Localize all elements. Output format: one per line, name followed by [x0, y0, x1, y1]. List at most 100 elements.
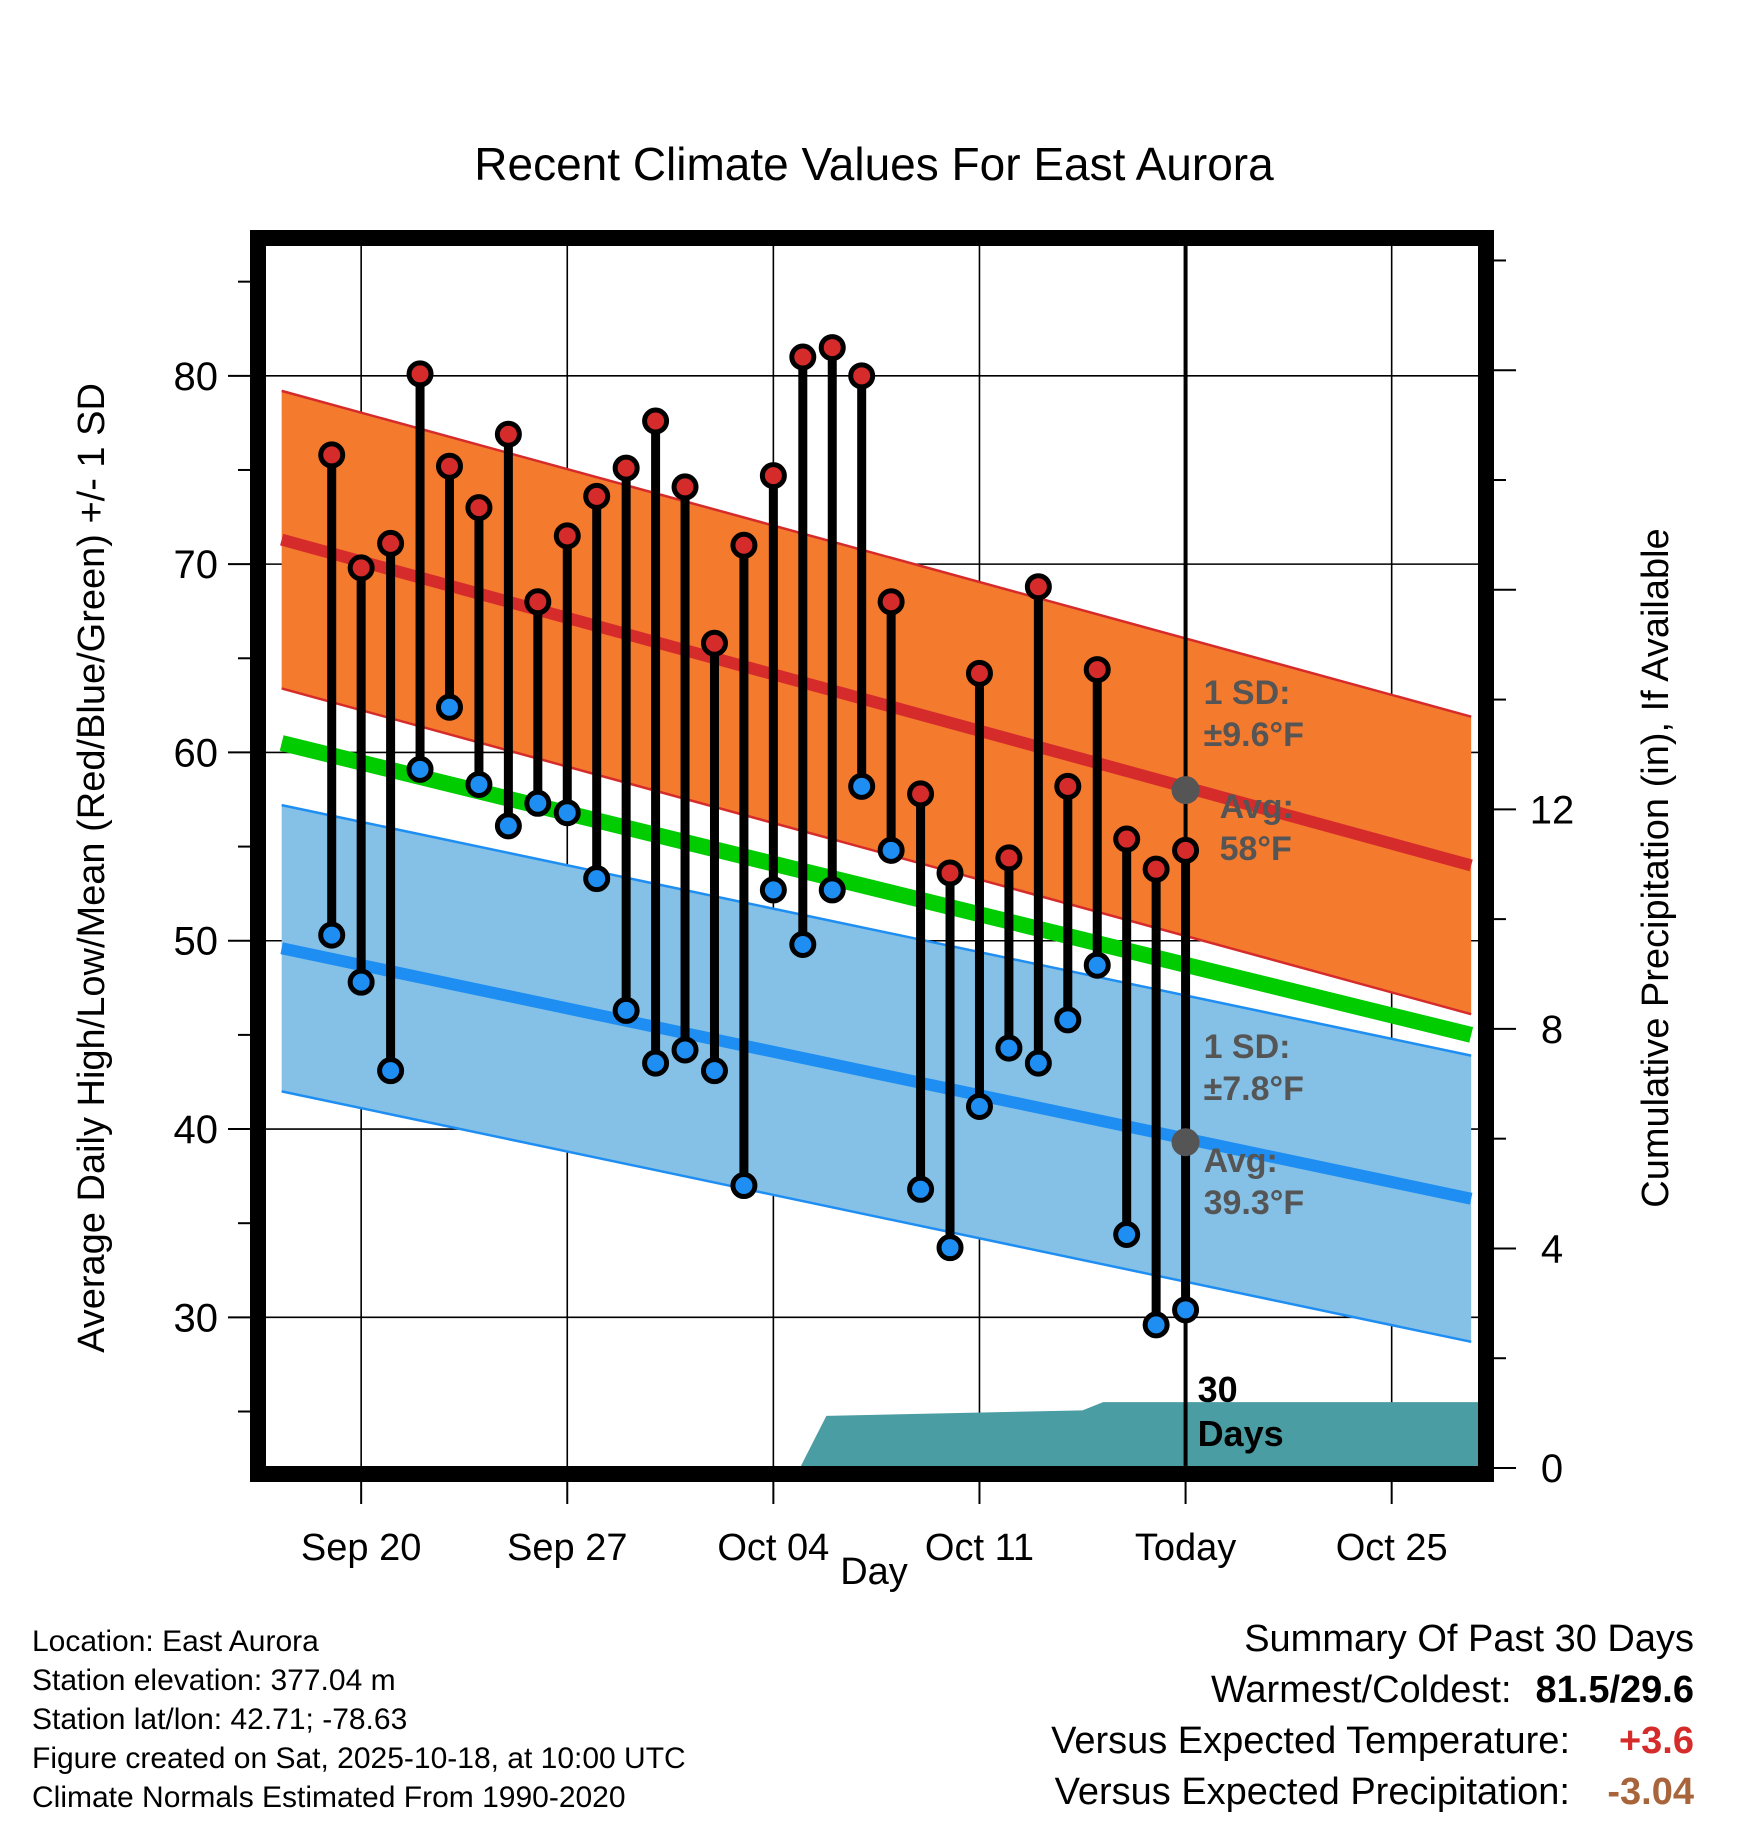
daily-low-point [818, 876, 846, 904]
daily-high-point [612, 454, 640, 482]
daily-high-point [377, 529, 405, 557]
created-text: Figure created on Sat, 2025-10-18, at 10… [32, 1742, 686, 1775]
daily-high-point [848, 362, 876, 390]
daily-low-point [1054, 1006, 1082, 1034]
daily-high-point [965, 659, 993, 687]
chart-title: Recent Climate Values For East Aurora [474, 138, 1274, 190]
y-tick-label: 40 [174, 1108, 219, 1152]
high-sd-label: 1 SD: [1204, 674, 1291, 712]
climate-chart: Recent Climate Values For East Aurora 30… [71, 138, 1677, 1593]
daily-low-point [318, 921, 346, 949]
daily-high-point [406, 360, 434, 388]
x-tick-label: Oct 04 [717, 1527, 829, 1569]
y-tick-label: 60 [174, 731, 219, 775]
daily-high-point [494, 420, 522, 448]
temp-vs-expected-value: +3.6 [1618, 1720, 1694, 1762]
daily-high-point [583, 482, 611, 510]
normals-text: Climate Normals Estimated From 1990-2020 [32, 1781, 626, 1814]
daily-low-point [907, 1175, 935, 1203]
daily-low-point [524, 789, 552, 817]
daily-low-point [553, 799, 581, 827]
high-avg-today-marker [1171, 776, 1200, 805]
x-tick-label: Today [1135, 1527, 1236, 1569]
y-right-tick-label: 12 [1530, 788, 1575, 832]
daily-low-point [789, 931, 817, 959]
daily-high-point [995, 844, 1023, 872]
y-tick-label: 70 [174, 543, 219, 587]
daily-low-point [730, 1172, 758, 1200]
y-tick-label: 30 [174, 1296, 219, 1340]
daily-high-point [1083, 656, 1111, 684]
daily-high-point [347, 554, 375, 582]
y-tick-label: 80 [174, 355, 219, 399]
daily-low-point [377, 1057, 405, 1085]
daily-high-point [435, 452, 463, 480]
daily-high-point [465, 494, 493, 522]
daily-low-point [612, 996, 640, 1024]
daily-low-point [642, 1049, 670, 1077]
daily-low-point [1083, 951, 1111, 979]
daily-low-point [700, 1057, 728, 1085]
x-tick-label: Oct 25 [1336, 1527, 1448, 1569]
daily-high-point [759, 462, 787, 490]
daily-high-point [1024, 573, 1052, 601]
daily-low-point [435, 693, 463, 721]
daily-low-point [965, 1092, 993, 1120]
warm-cold-label: Warmest/Coldest: [1210, 1669, 1512, 1711]
daily-low-point [1142, 1311, 1170, 1339]
station-info: Location: East Aurora Station elevation:… [32, 1622, 686, 1817]
low-avg-today-marker [1171, 1128, 1200, 1157]
daily-high-point [671, 473, 699, 501]
daily-high-point [1113, 825, 1141, 853]
precip-vs-expected-value: -3.04 [1607, 1771, 1694, 1813]
y-tick-label: 50 [174, 920, 219, 964]
high-sd-band-upper-edge [281, 389, 1472, 718]
daily-high-point [730, 531, 758, 559]
daily-low-point [1024, 1049, 1052, 1077]
y-axis-label-right: Cumulative Precipitation (in), If Availa… [1635, 528, 1677, 1207]
elevation-text: Station elevation: 377.04 m [32, 1664, 396, 1697]
daily-low-point [347, 968, 375, 996]
daily-high-point [318, 441, 346, 469]
daily-low-point [583, 865, 611, 893]
daily-low-point [877, 836, 905, 864]
x-axis-label: Day [840, 1551, 908, 1593]
daily-high-point [700, 629, 728, 657]
low-sd-label: 1 SD: [1204, 1028, 1291, 1066]
window-days-unit: Days [1198, 1413, 1284, 1454]
daily-low-point [995, 1034, 1023, 1062]
plot-frame [250, 230, 1494, 1482]
low-avg-label: Avg: [1204, 1142, 1278, 1180]
high-sd-value: ±9.6°F [1204, 716, 1304, 754]
precip-area [799, 1402, 1480, 1468]
temp-vs-expected-label: Versus Expected Temperature: [1051, 1720, 1570, 1762]
daily-high-point [877, 588, 905, 616]
daily-low-point [759, 876, 787, 904]
summary-title: Summary Of Past 30 Days [1244, 1618, 1694, 1660]
high-avg-label: Avg: [1220, 788, 1294, 826]
location-text: Location: East Aurora [32, 1625, 319, 1658]
daily-high-point [907, 780, 935, 808]
daily-high-point [1054, 772, 1082, 800]
daily-high-point [936, 859, 964, 887]
daily-low-point [936, 1234, 964, 1262]
y-axis-label: Average Daily High/Low/Mean (Red/Blue/Gr… [71, 383, 113, 1353]
y-right-tick-label: 8 [1541, 1008, 1563, 1052]
daily-low-point [494, 812, 522, 840]
low-sd-value: ±7.8°F [1204, 1070, 1304, 1108]
daily-high-point [1172, 836, 1200, 864]
daily-high-point [789, 343, 817, 371]
low-sd-band-upper-edge [281, 803, 1472, 1057]
latlon-text: Station lat/lon: 42.71; -78.63 [32, 1703, 408, 1736]
y-right-tick-label: 4 [1541, 1227, 1563, 1271]
daily-high-point [1142, 855, 1170, 883]
daily-high-point [642, 407, 670, 435]
low-normal-line [280, 942, 1473, 1205]
daily-low-point [848, 772, 876, 800]
x-tick-label: Sep 20 [301, 1527, 421, 1569]
daily-high-point [553, 522, 581, 550]
high-avg-value: 58°F [1220, 830, 1292, 868]
precip-vs-expected-label: Versus Expected Precipitation: [1054, 1771, 1570, 1813]
daily-low-point [1113, 1220, 1141, 1248]
daily-low-point [406, 755, 434, 783]
